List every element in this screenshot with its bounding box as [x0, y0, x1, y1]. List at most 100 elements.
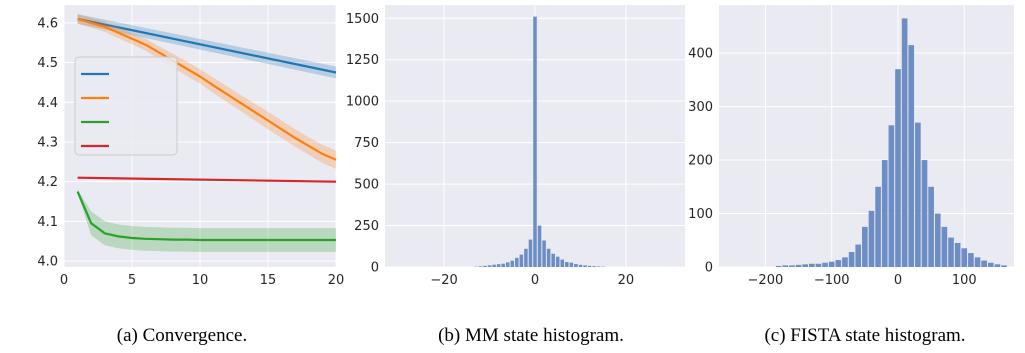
histogram-bar [848, 252, 855, 267]
y-tick-label: 0 [705, 261, 713, 276]
histogram-bar [908, 45, 915, 268]
series-line [76, 191, 336, 242]
y-tick-label: 4.2 [37, 175, 58, 190]
histogram-bar [578, 264, 583, 267]
histogram-bar [981, 260, 987, 267]
histogram-bar [782, 265, 789, 267]
histogram-bar [565, 262, 569, 267]
histogram-bar [574, 264, 578, 267]
x-tick-label: 0 [531, 273, 539, 288]
histogram-bar [974, 257, 981, 267]
y-tick-label: 100 [688, 207, 713, 222]
y-tick-label: 400 [688, 47, 713, 62]
histogram-bar [533, 16, 537, 268]
x-tick-label: 15 [260, 273, 277, 288]
histogram-bar [546, 248, 551, 267]
histogram-bar [551, 253, 555, 267]
histogram-bar [487, 265, 492, 267]
histogram-bar [510, 260, 515, 267]
mm-state-histogram: −20 0 20 0 250 500 750 1000 1250 1500 [346, 5, 685, 288]
histogram-bar [569, 262, 574, 267]
x-tick-label: 20 [328, 273, 345, 288]
histogram-bar [842, 257, 848, 267]
histogram-bar [815, 263, 822, 267]
y-tick-label: 250 [354, 219, 379, 234]
histogram-bar [496, 264, 501, 267]
y-tick-label: 4.0 [37, 255, 58, 270]
histogram-bar [802, 264, 808, 267]
y-tick-label: 200 [688, 154, 713, 169]
confidence-band [77, 14, 336, 169]
histogram-bar [808, 263, 815, 267]
x-tick-label: 20 [618, 273, 635, 288]
histogram-bar [478, 266, 483, 267]
x-tick-label: 0 [60, 273, 68, 288]
y-tick-label: 4.1 [37, 215, 58, 230]
y-tick-label: 4.6 [37, 16, 58, 31]
histogram-bar [537, 225, 542, 267]
histogram-bar [524, 248, 528, 267]
histogram-bar [828, 261, 835, 267]
histogram-bar [862, 226, 868, 267]
histogram-bar [881, 160, 888, 267]
histogram-bar [875, 186, 881, 267]
histogram-bar [1001, 265, 1007, 267]
x-tick-label: 5 [128, 273, 136, 288]
y-tick-label: 750 [354, 136, 379, 151]
y-tick-label: 500 [354, 178, 379, 193]
legend-box [74, 56, 178, 156]
x-tick-label: −20 [430, 273, 457, 288]
series-line [77, 17, 337, 74]
caption-b: (b) MM state histogram. [438, 325, 624, 346]
x-tick-label: −100 [814, 273, 850, 288]
series-ista [77, 14, 337, 79]
y-tick-label: 1250 [346, 53, 379, 68]
caption-c: (c) FISTA state histogram. [764, 325, 965, 346]
series-mm [76, 189, 336, 252]
y-tick-label: 1000 [346, 95, 379, 110]
histogram-bar [941, 226, 948, 267]
histogram-bar [921, 160, 928, 267]
histogram-bar [483, 265, 487, 267]
histogram-bar [505, 262, 510, 267]
y-tick-label: 4.3 [37, 135, 58, 150]
fista-state-histogram: −200 −100 0 100 0 100 200 300 400 [688, 5, 1014, 288]
series-line [77, 176, 337, 183]
histogram-bar [542, 240, 546, 267]
y-tick-label: 4.4 [37, 96, 58, 111]
series-line [77, 17, 337, 161]
histogram-bar [501, 263, 505, 267]
histogram-bar [987, 262, 994, 267]
x-tick-label: 10 [192, 273, 209, 288]
histogram-bar [915, 122, 921, 267]
x-tick-label: 100 [952, 273, 977, 288]
histogram-bars [775, 18, 1007, 268]
histogram-bar [795, 264, 802, 267]
series-adam [77, 176, 337, 183]
series-fista [77, 14, 337, 169]
histogram-bar [775, 265, 782, 267]
histogram-bar [789, 265, 795, 267]
histogram-bar [587, 265, 592, 267]
histogram-bar [515, 257, 519, 267]
histogram-bar [901, 18, 908, 268]
histogram-bar [994, 264, 1001, 267]
x-tick-label: −200 [748, 273, 784, 288]
histogram-bar [560, 259, 565, 267]
y-tick-label: 0 [371, 261, 379, 276]
histogram-bar [555, 256, 560, 267]
histogram-bar [528, 239, 533, 267]
caption-a: (a) Convergence. [117, 325, 247, 346]
histogram-bar [822, 262, 828, 267]
y-tick-label: 4.5 [37, 56, 58, 71]
y-tick-label: 300 [688, 100, 713, 115]
histogram-bar [968, 253, 974, 267]
histogram-bar [948, 237, 954, 267]
histogram-bar [519, 254, 524, 267]
histogram-bar [954, 242, 961, 267]
y-tick-label: 1500 [346, 12, 379, 27]
histogram-bar [835, 260, 842, 267]
convergence-chart: 0 5 10 15 20 4.0 4.1 4.2 4.3 4.4 4.5 4.6 [37, 5, 345, 288]
histogram-bar [583, 265, 587, 267]
